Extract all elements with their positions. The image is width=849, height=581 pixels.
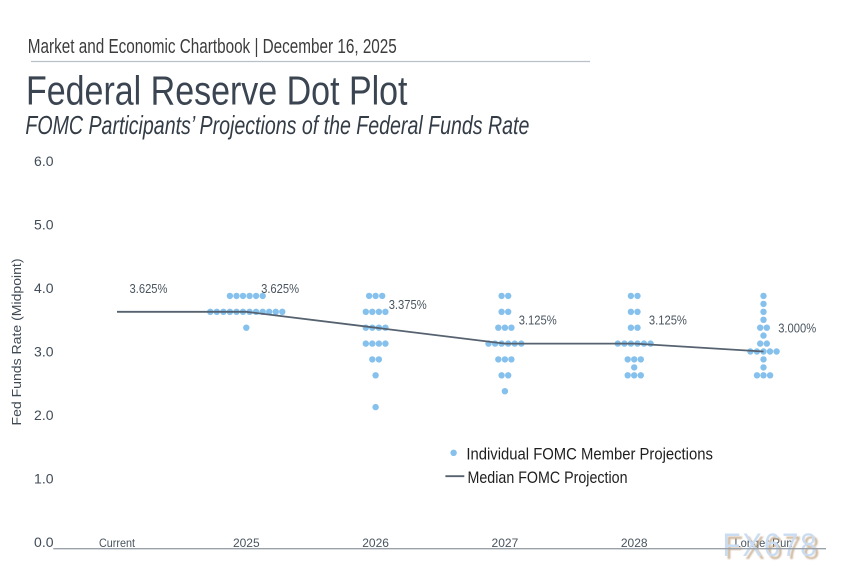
svg-text:Median FOMC Projection: Median FOMC Projection — [468, 468, 628, 487]
svg-text:3.0: 3.0 — [34, 343, 54, 359]
svg-text:Fed Funds Rate (Midpoint): Fed Funds Rate (Midpoint) — [9, 259, 24, 426]
svg-text:3.375%: 3.375% — [389, 298, 427, 312]
svg-text:1.0: 1.0 — [34, 470, 54, 486]
svg-text:Longer Run: Longer Run — [735, 536, 793, 550]
svg-text:4.0: 4.0 — [34, 280, 54, 296]
svg-text:3.125%: 3.125% — [649, 314, 687, 328]
svg-text:2026: 2026 — [362, 536, 389, 550]
svg-text:2027: 2027 — [492, 536, 519, 550]
svg-text:0.0: 0.0 — [34, 534, 54, 550]
svg-text:2025: 2025 — [233, 536, 260, 550]
svg-text:Current: Current — [99, 536, 136, 550]
svg-text:FOMC Participants’ Projections: FOMC Participants’ Projections of the Fe… — [25, 110, 529, 140]
svg-text:3.625%: 3.625% — [261, 282, 299, 296]
svg-text:3.000%: 3.000% — [778, 322, 816, 336]
svg-text:FX678: FX678 — [725, 530, 821, 566]
svg-text:3.625%: 3.625% — [130, 282, 168, 296]
svg-text:2028: 2028 — [621, 536, 648, 550]
svg-text:Individual FOMC Member Project: Individual FOMC Member Projections — [466, 444, 713, 463]
svg-text:FX678: FX678 — [723, 527, 819, 563]
svg-text:6.0: 6.0 — [34, 153, 54, 169]
svg-text:3.125%: 3.125% — [519, 314, 557, 328]
svg-text:2.0: 2.0 — [34, 407, 54, 423]
svg-text:Market and Economic Chartbook: Market and Economic Chartbook | December… — [28, 36, 397, 58]
svg-text:Federal Reserve Dot Plot: Federal Reserve Dot Plot — [26, 68, 408, 114]
svg-text:5.0: 5.0 — [34, 216, 54, 232]
